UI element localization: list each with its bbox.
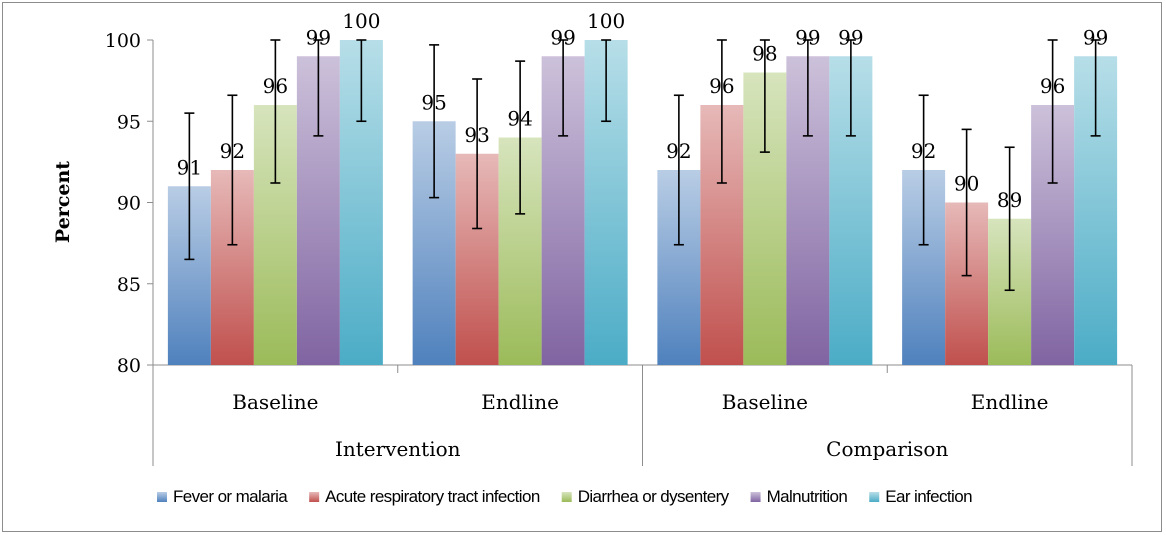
data-label: 89 [997,188,1022,212]
bars [167,39,1118,365]
data-label: 91 [177,155,202,179]
x-group-label: Intervention [335,437,461,461]
x-category-label: Endline [481,390,559,414]
data-label: 99 [306,25,331,49]
data-label: 93 [464,123,489,147]
data-label: 99 [795,25,820,49]
data-label: 100 [587,9,625,33]
data-label: 92 [666,139,691,163]
y-tick-label: 95 [117,111,141,133]
y-tick-label: 80 [117,355,141,377]
y-axis-label: Percent [52,161,74,243]
data-label: 99 [1083,25,1108,49]
data-label: 96 [1040,74,1065,98]
data-labels: 91 92 96 99 100 95 93 94 99 100 92 96 98 99 99 92 90 89 96… [177,9,1109,212]
legend-label: Fever or malaria [173,487,288,506]
y-tick-label: 100 [105,30,141,52]
data-label: 90 [954,172,979,196]
data-label: 99 [838,25,863,49]
legend-label: Malnutrition [767,487,848,506]
legend-swatch [309,492,320,502]
data-label: 100 [342,9,380,33]
legend-swatch [869,492,880,502]
legend-label: Ear infection [885,487,972,506]
y-tick-label: 90 [117,193,141,215]
y-tick-label: 85 [117,274,141,296]
x-category-label: Endline [971,390,1049,414]
data-label: 96 [263,74,288,98]
data-label: 95 [421,90,446,114]
data-label: 92 [220,139,245,163]
legend-label: Acute respiratory tract infection [325,487,540,506]
axes: 80 85 90 95 100 Baseline Endline Intervention Ba… [105,30,1133,466]
x-group-label: Comparison [826,437,948,461]
data-label: 96 [709,74,734,98]
legend-swatch [157,492,167,502]
legend-swatch [750,492,761,502]
x-category-label: Baseline [722,390,808,414]
data-label: 99 [550,25,575,49]
data-label: 92 [911,139,936,163]
data-label: 94 [507,107,532,131]
x-category-label: Baseline [232,390,318,414]
legend-label: Diarrhea or dysentery [578,487,730,506]
data-label: 98 [752,42,777,66]
legend-swatch [561,492,572,502]
legend: Fever or malaria Acute respiratory tract … [157,487,973,506]
